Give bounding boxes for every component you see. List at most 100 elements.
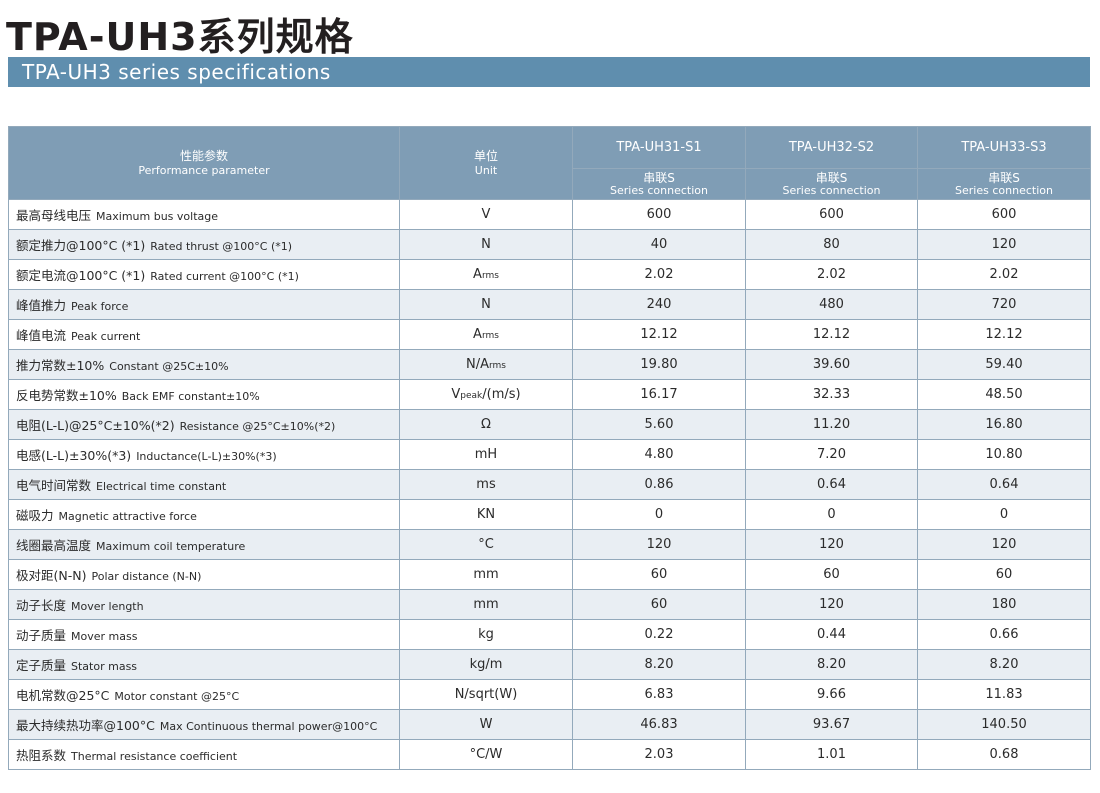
unit-main: A [473, 327, 482, 342]
value-cell: 600 [572, 199, 746, 230]
header-unit-en: Unit [474, 164, 498, 177]
unit-cell: N/Arms [399, 349, 573, 380]
unit-main: kg [478, 627, 494, 642]
param-cell: 电机常数@25°C Motor constant @25°C [8, 679, 400, 710]
connection-cn: 串联S [815, 171, 848, 185]
param-name-cn: 峰值电流 [16, 328, 67, 343]
unit-cell: kg/m [399, 649, 573, 680]
param-cell: 定子质量 Stator mass [8, 649, 400, 680]
table-row: 极对距(N-N) Polar distance (N-N) mm 60 60 60 [8, 559, 1091, 590]
value-cell: 60 [572, 559, 746, 590]
value-cell: 0 [572, 499, 746, 530]
unit-cell: Vpeak/(m/s) [399, 379, 573, 410]
unit-subscript: rms [481, 331, 499, 341]
param-name-cn: 推力常数±10% [16, 358, 105, 373]
param-name-en: Peak current [71, 330, 141, 343]
value-cell: 720 [917, 289, 1091, 320]
header-model: TPA-UH33-S3 [917, 126, 1091, 169]
table-row: 额定电流@100°C (*1) Rated current @100°C (*1)… [8, 259, 1091, 290]
value-cell: 2.02 [917, 259, 1091, 290]
unit-main: °C [478, 537, 494, 552]
value-cell: 11.20 [745, 409, 918, 440]
param-name-en: Back EMF constant±10% [121, 390, 260, 403]
table-row: 热阻系数 Thermal resistance coefficient °C/W 2.… [8, 739, 1091, 770]
param-cell: 最大持续热功率@100°C Max Continuous thermal powe… [8, 709, 400, 740]
param-cell: 推力常数±10% Constant @25C±10% [8, 349, 400, 380]
unit-cell: °C [399, 529, 573, 560]
param-name-en: Inductance(L-L)±30%(*3) [136, 450, 277, 463]
param-cell: 反电势常数±10% Back EMF constant±10% [8, 379, 400, 410]
param-name-cn: 电机常数@25°C [16, 688, 110, 703]
unit-cell: KN [399, 499, 573, 530]
param-cell: 额定推力@100°C (*1) Rated thrust @100°C (*1) [8, 229, 400, 260]
param-cell: 电阻(L-L)@25°C±10%(*2) Resistance @25°C±10%… [8, 409, 400, 440]
table-row: 磁吸力 Magnetic attractive force KN 0 0 0 [8, 499, 1091, 530]
unit-cell: ms [399, 469, 573, 500]
header-connection: 串联S Series connection [745, 168, 918, 200]
unit-main: V [481, 207, 491, 222]
value-cell: 140.50 [917, 709, 1091, 740]
param-name-cn: 极对距(N-N) [16, 568, 87, 583]
section-banner: TPA-UH3 series specifications [8, 57, 1090, 87]
unit-subscript: peak [460, 391, 483, 401]
table-row: 动子长度 Mover length mm 60 120 180 [8, 589, 1091, 620]
header-param-cn: 性能参数 [179, 149, 228, 163]
unit-main: mm [473, 597, 499, 612]
header-param: 性能参数 Performance parameter [8, 126, 400, 200]
param-name-cn: 额定电流@100°C (*1) [16, 268, 146, 283]
table-row: 电气时间常数 Electrical time constant ms 0.86 0.64… [8, 469, 1091, 500]
unit-main: V [451, 387, 461, 402]
param-name-cn: 电感(L-L)±30%(*3) [16, 448, 132, 463]
param-name-cn: 线圈最高温度 [16, 538, 92, 553]
value-cell: 11.83 [917, 679, 1091, 710]
param-name-cn: 动子长度 [16, 598, 67, 613]
header-model: TPA-UH31-S1 [572, 126, 746, 169]
unit-main: °C/W [469, 747, 503, 762]
value-cell: 600 [917, 199, 1091, 230]
value-cell: 120 [917, 229, 1091, 260]
spec-table: 性能参数 Performance parameter 单位 Unit TPA-U… [8, 126, 1091, 770]
param-cell: 热阻系数 Thermal resistance coefficient [8, 739, 400, 770]
value-cell: 39.60 [745, 349, 918, 380]
value-cell: 12.12 [745, 319, 918, 350]
table-row: 峰值推力 Peak force N 240 480 720 [8, 289, 1091, 320]
value-cell: 1.01 [745, 739, 918, 770]
value-cell: 0.68 [917, 739, 1091, 770]
unit-cell: mm [399, 559, 573, 590]
param-name-cn: 最高母线电压 [16, 208, 92, 223]
value-cell: 40 [572, 229, 746, 260]
unit-main: A [473, 267, 482, 282]
value-cell: 8.20 [917, 649, 1091, 680]
param-name-en: Max Continuous thermal power@100°C [159, 720, 378, 733]
param-name-cn: 额定推力@100°C (*1) [16, 238, 146, 253]
value-cell: 60 [917, 559, 1091, 590]
param-cell: 动子质量 Mover mass [8, 619, 400, 650]
unit-cell: N/sqrt(W) [399, 679, 573, 710]
value-cell: 10.80 [917, 439, 1091, 470]
unit-main: ms [476, 477, 496, 492]
unit-main: W [479, 717, 493, 732]
unit-cell: Arms [399, 319, 573, 350]
table-row: 推力常数±10% Constant @25C±10% N/Arms 19.80 39.6… [8, 349, 1091, 380]
page-title: TPA-UH3系列规格 [6, 15, 354, 59]
value-cell: 4.80 [572, 439, 746, 470]
header-unit: 单位 Unit [399, 126, 573, 200]
value-cell: 2.03 [572, 739, 746, 770]
param-name-en: Electrical time constant [96, 480, 227, 493]
table-row: 动子质量 Mover mass kg 0.22 0.44 0.66 [8, 619, 1091, 650]
value-cell: 180 [917, 589, 1091, 620]
unit-cell: mH [399, 439, 573, 470]
value-cell: 60 [572, 589, 746, 620]
param-cell: 最高母线电压 Maximum bus voltage [8, 199, 400, 230]
param-cell: 峰值推力 Peak force [8, 289, 400, 320]
param-name-en: Mover length [71, 600, 144, 613]
unit-cell: Ω [399, 409, 573, 440]
param-name-en: Thermal resistance coefficient [71, 750, 238, 763]
spec-table-body: 最高母线电压 Maximum bus voltage V 600 600 600 额定推力@… [8, 199, 1091, 770]
table-row: 峰值电流 Peak current Arms 12.12 12.12 12.12 [8, 319, 1091, 350]
param-name-en: Rated thrust @100°C (*1) [150, 240, 293, 253]
connection-en: Series connection [955, 184, 1053, 197]
value-cell: 0.86 [572, 469, 746, 500]
connection-en: Series connection [610, 184, 708, 197]
param-name-en: Motor constant @25°C [114, 690, 240, 703]
